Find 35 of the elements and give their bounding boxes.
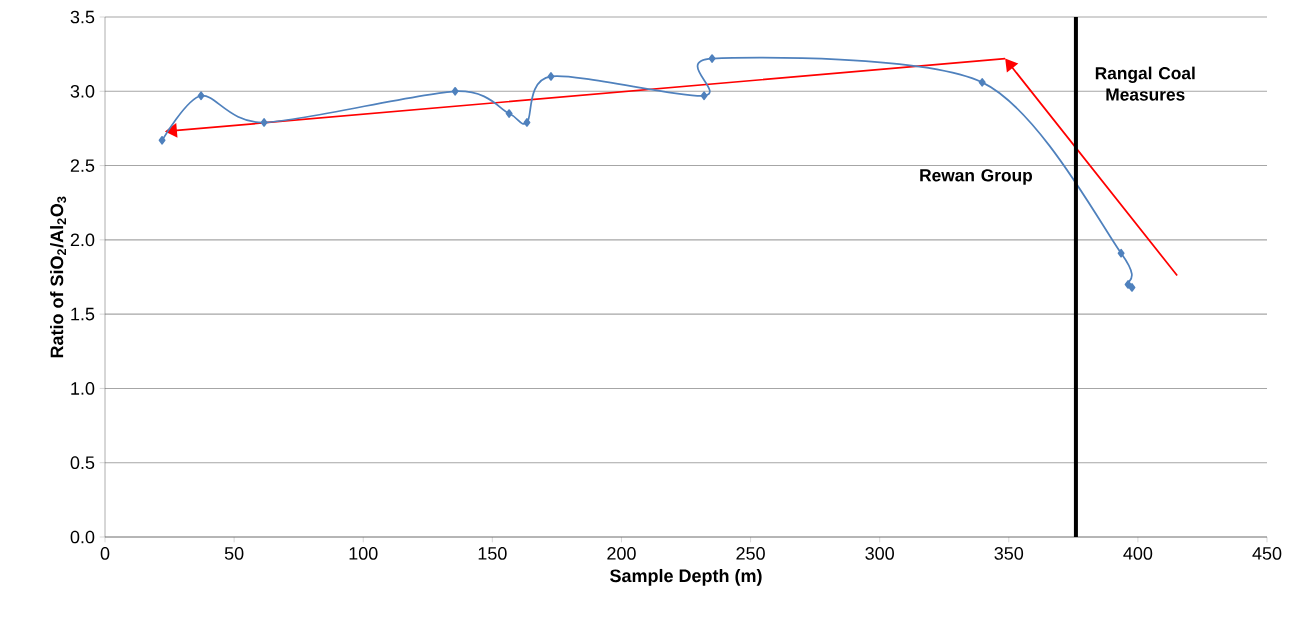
point — [158, 135, 166, 145]
point — [547, 72, 555, 81]
x-tick-label: 300 — [865, 547, 894, 560]
x-tick-label: 150 — [478, 547, 507, 560]
point — [978, 78, 986, 87]
point — [1117, 248, 1125, 258]
y-tick-label: 3.0 — [70, 84, 95, 98]
x-tick-label: 100 — [349, 547, 378, 560]
x-tick-label: 450 — [1252, 547, 1282, 560]
y-axis-title: Ratio of SiO$_{2}$/Al$_{2}$O$_{3}$ — [50, 196, 67, 358]
y-tick-label: 1.5 — [71, 307, 95, 321]
x-tick-label: 250 — [736, 547, 765, 560]
x-tick-label: 200 — [607, 547, 636, 560]
point — [700, 91, 708, 101]
y-tick-label: 2.0 — [70, 233, 95, 247]
point — [260, 118, 268, 127]
y-tick-label: 1.0 — [71, 382, 95, 395]
x-tick-label: 400 — [1123, 547, 1153, 560]
y-tick-label: 0.0 — [70, 530, 95, 544]
x-tick-label: 0 — [100, 547, 110, 560]
point — [505, 109, 513, 118]
x-tick-label: 350 — [994, 547, 1024, 560]
point — [1128, 283, 1136, 292]
annotation: Rewan Group — [920, 169, 1033, 185]
annotation: Rangal Coal Measures — [1095, 66, 1195, 101]
x-tick-label: 50 — [224, 547, 244, 560]
point — [451, 86, 459, 96]
point — [523, 118, 531, 127]
y-tick-label: 0.5 — [70, 456, 95, 470]
y-tick-label: 3.5 — [70, 10, 95, 24]
point — [708, 54, 716, 63]
point — [1124, 280, 1132, 289]
y-tick-label: 2.5 — [70, 159, 95, 172]
point — [197, 91, 205, 101]
x-axis-title: Sample Depth (m) — [610, 568, 762, 586]
